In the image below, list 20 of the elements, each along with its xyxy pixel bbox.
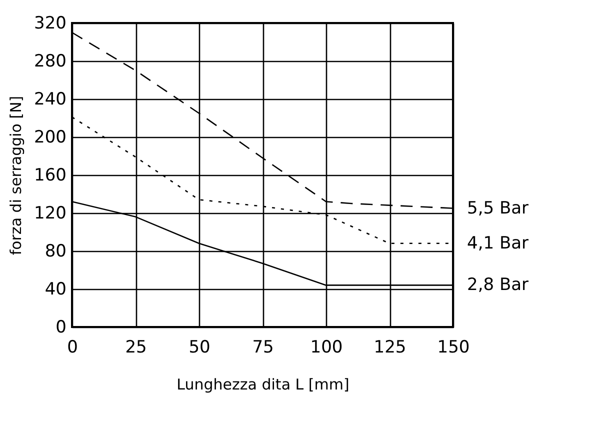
- y-axis-title: forza di serraggio [N]: [7, 96, 26, 256]
- series-label: 2,8 Bar: [467, 275, 529, 296]
- y-tick-label: 80: [44, 242, 66, 262]
- x-tick-label: 150: [437, 338, 470, 358]
- y-tick-label: 0: [56, 318, 66, 338]
- x-axis-title: Lunghezza dita L [mm]: [176, 376, 350, 394]
- x-tick-label: 50: [188, 338, 210, 358]
- series-label: 5,5 Bar: [467, 198, 529, 218]
- y-tick-label: 240: [34, 90, 66, 110]
- y-tick-label: 320: [34, 14, 66, 34]
- y-tick-label: 120: [34, 204, 66, 224]
- x-tick-label: 125: [374, 338, 406, 358]
- y-tick-label: 40: [44, 280, 66, 300]
- x-tick-label: 100: [310, 338, 343, 358]
- y-tick-label: 280: [34, 52, 66, 72]
- series-label: 4,1 Bar: [467, 233, 529, 254]
- y-tick-label: 200: [34, 128, 66, 148]
- x-tick-label: 25: [125, 338, 147, 358]
- y-tick-label: 160: [34, 166, 66, 186]
- x-tick-label: 75: [252, 338, 274, 358]
